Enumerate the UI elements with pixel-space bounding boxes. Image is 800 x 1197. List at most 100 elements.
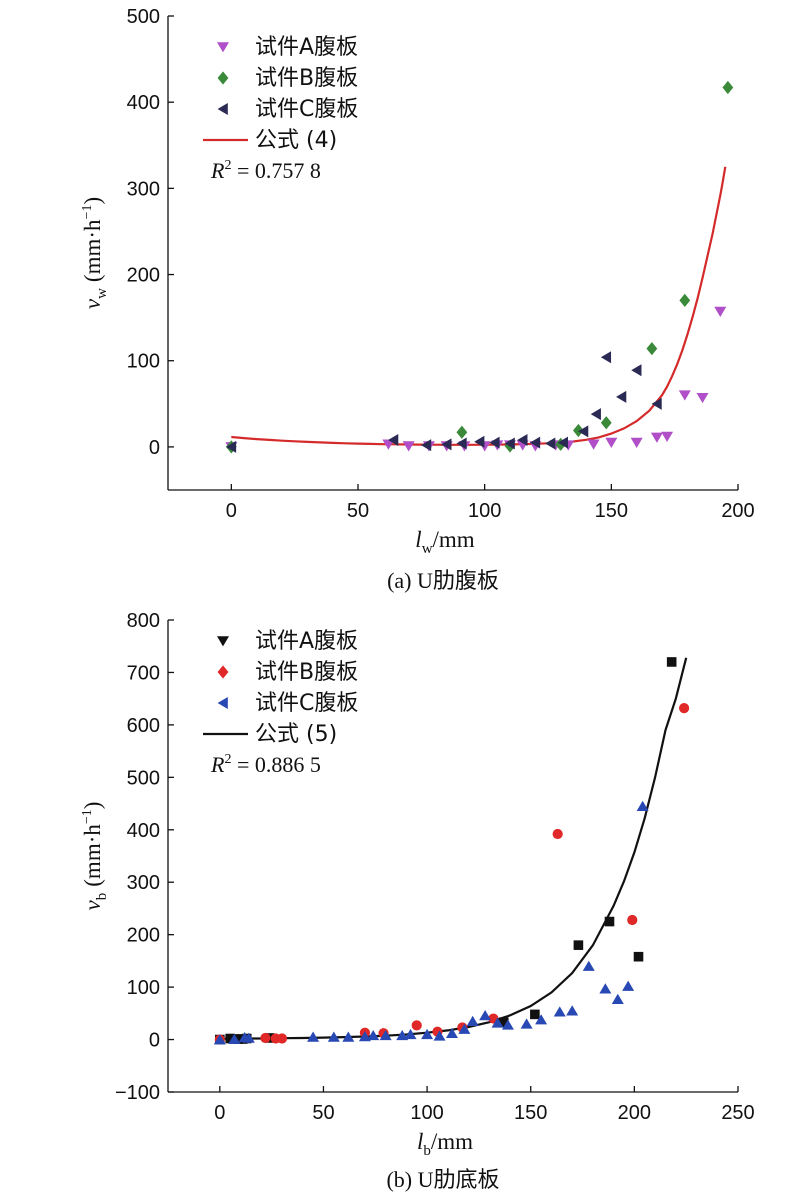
- data-point: [529, 436, 541, 449]
- data-point: [379, 1029, 392, 1041]
- legend-label: 试件A腹板: [255, 35, 358, 60]
- x-tick-label: 50: [347, 500, 369, 522]
- data-point: [358, 1031, 371, 1042]
- y-tick-label: 0: [149, 437, 160, 459]
- figure-caption: (b) U肋底板: [386, 1167, 499, 1192]
- legend-marker: [217, 636, 229, 647]
- y-tick-label: 500: [127, 767, 160, 789]
- y-tick-label: 200: [127, 925, 160, 947]
- fit-curve: [231, 166, 727, 446]
- data-point: [661, 431, 674, 442]
- data-point: [441, 438, 452, 451]
- data-point: [474, 435, 485, 448]
- data-point: [611, 993, 624, 1004]
- data-point: [225, 440, 237, 453]
- y-tick-label: 400: [127, 820, 160, 842]
- legend-marker: [217, 103, 228, 115]
- x-axis-label: lb/mm: [417, 1129, 473, 1159]
- data-point: [636, 800, 649, 811]
- y-label-unit: (mm·h: [80, 219, 105, 282]
- data-point: [479, 1010, 492, 1021]
- x-tick-label: 0: [214, 1102, 225, 1124]
- legend-marker: [217, 665, 229, 679]
- data-point: [622, 980, 635, 991]
- data-point: [260, 1032, 271, 1044]
- data-point: [228, 1033, 241, 1044]
- data-point: [678, 390, 691, 401]
- r2-sup: 2: [224, 752, 231, 767]
- legend-label: 试件B腹板: [255, 660, 358, 685]
- data-point: [367, 1029, 380, 1041]
- y-axis-label: vw (mm·h−1): [80, 197, 110, 309]
- data-point: [599, 983, 612, 994]
- y-label-unit-sup: −1: [80, 809, 95, 824]
- chart-b-bottomplate: 0 50 100 150 200 250 −100 0 100 200 300 400 500 600 70…: [80, 610, 755, 1192]
- legend-fit-label: 公式 (5): [255, 722, 337, 747]
- data-point: [517, 434, 528, 447]
- r-squared-annotation: R2 = 0.757 8: [210, 158, 321, 183]
- r2-sup: 2: [224, 158, 231, 173]
- data-point: [504, 437, 515, 450]
- y-tick-label: 300: [127, 872, 160, 894]
- data-point: [650, 432, 663, 443]
- data-point: [421, 439, 432, 452]
- data-point: [578, 425, 589, 438]
- data-point: [530, 1009, 540, 1020]
- y-label-unit: (mm·h: [80, 824, 105, 887]
- data-point: [714, 306, 727, 318]
- data-point: [590, 408, 601, 421]
- x-tick-label: 100: [468, 500, 501, 522]
- data-point: [552, 828, 563, 840]
- y-tick-label: 600: [127, 715, 160, 737]
- y-label-symbol: v: [80, 899, 105, 910]
- y-label-symbol: v: [80, 298, 105, 309]
- data-point: [627, 914, 638, 926]
- data-point: [382, 439, 395, 450]
- x-tick-label: 200: [618, 1102, 651, 1124]
- y-label-unit-close: ): [80, 197, 105, 205]
- legend-label: 试件A腹板: [255, 629, 358, 654]
- x-tick-label: 250: [721, 1102, 754, 1124]
- data-point: [445, 1027, 458, 1039]
- data-point: [404, 1028, 417, 1040]
- y-tick-label: 100: [127, 351, 160, 373]
- r2-symbol: R: [210, 158, 225, 183]
- data-point: [696, 392, 709, 404]
- data-point: [411, 1020, 422, 1031]
- legend-marker: [217, 71, 229, 85]
- series-2: [225, 351, 662, 453]
- data-point: [489, 436, 500, 449]
- data-point: [630, 437, 643, 448]
- data-point: [722, 80, 734, 95]
- data-point: [307, 1031, 320, 1042]
- data-point: [679, 293, 691, 307]
- data-point: [553, 1006, 566, 1017]
- y-label-sub: b: [94, 893, 110, 901]
- data-point: [633, 951, 644, 962]
- x-label-unit: /mm: [433, 527, 475, 552]
- r2-symbol: R: [210, 752, 225, 777]
- data-point: [466, 1015, 479, 1026]
- y-label-unit-close: ): [80, 802, 105, 810]
- data-point: [213, 1034, 226, 1045]
- data-point: [646, 342, 658, 356]
- data-point: [651, 397, 662, 410]
- data-point: [388, 434, 399, 447]
- legend-marker: [217, 42, 229, 53]
- x-label-sub: b: [423, 1143, 431, 1159]
- data-point: [545, 437, 556, 450]
- series-1: [225, 80, 734, 454]
- data-point: [616, 390, 627, 403]
- y-label-unit-sup: −1: [80, 205, 95, 220]
- x-axis-label: lw/mm: [415, 527, 475, 557]
- data-point: [605, 437, 618, 448]
- data-point: [535, 1014, 548, 1025]
- data-point: [433, 1030, 446, 1041]
- y-label-sub: w: [94, 288, 110, 299]
- chart-a-webplate: 0 50 100 150 200 0 100 200 300 400 500 试件A腹板试件B腹板试件…: [80, 6, 755, 593]
- legend-fit-label: 公式 (4): [255, 128, 337, 153]
- legend-marker: [217, 697, 228, 709]
- legend-label: 试件C腹板: [255, 97, 358, 122]
- data-point: [242, 1032, 255, 1043]
- data-point: [402, 441, 415, 452]
